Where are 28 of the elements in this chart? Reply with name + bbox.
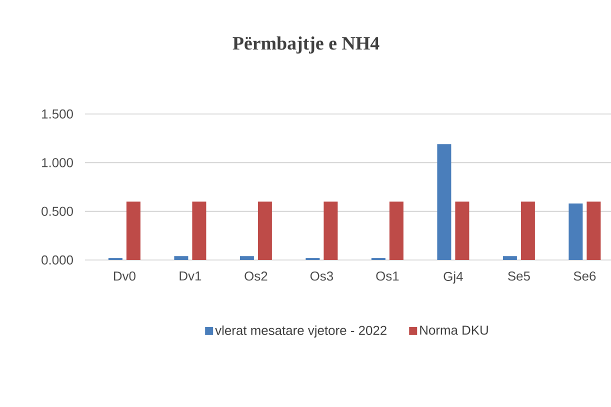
x-tick-label: Se6 bbox=[574, 272, 596, 281]
bar bbox=[240, 256, 254, 260]
bar bbox=[586, 202, 601, 260]
y-tick-label: 0.000 bbox=[42, 255, 73, 265]
x-tick-label: Os3 bbox=[310, 272, 334, 281]
bar bbox=[258, 202, 272, 260]
legend-label: Norma DKU bbox=[420, 326, 488, 335]
x-tick-label: Os1 bbox=[376, 272, 399, 281]
bar bbox=[324, 202, 338, 260]
bar bbox=[520, 202, 535, 260]
bar bbox=[192, 202, 206, 260]
x-tick-label: Gj4 bbox=[444, 272, 463, 284]
bar bbox=[437, 144, 452, 260]
legend-label: vlerat mesatare vjetore - 2022 bbox=[215, 325, 386, 338]
bar bbox=[389, 202, 404, 260]
bar bbox=[568, 204, 583, 260]
bar bbox=[455, 202, 470, 260]
bar bbox=[502, 256, 517, 260]
bar bbox=[126, 202, 140, 260]
y-tick-label: 1.500 bbox=[42, 109, 73, 119]
y-tick-label: 1.000 bbox=[42, 158, 73, 168]
bar bbox=[174, 256, 188, 260]
x-tick-label: Os2 bbox=[244, 272, 268, 281]
x-tick-label: Dv1 bbox=[180, 272, 202, 280]
x-tick-label: Dv0 bbox=[114, 272, 136, 281]
x-tick-label: Se5 bbox=[508, 272, 530, 281]
chart-title: Përmbajtje e NH4 bbox=[232, 36, 380, 54]
y-tick-label: 0.500 bbox=[42, 206, 73, 216]
